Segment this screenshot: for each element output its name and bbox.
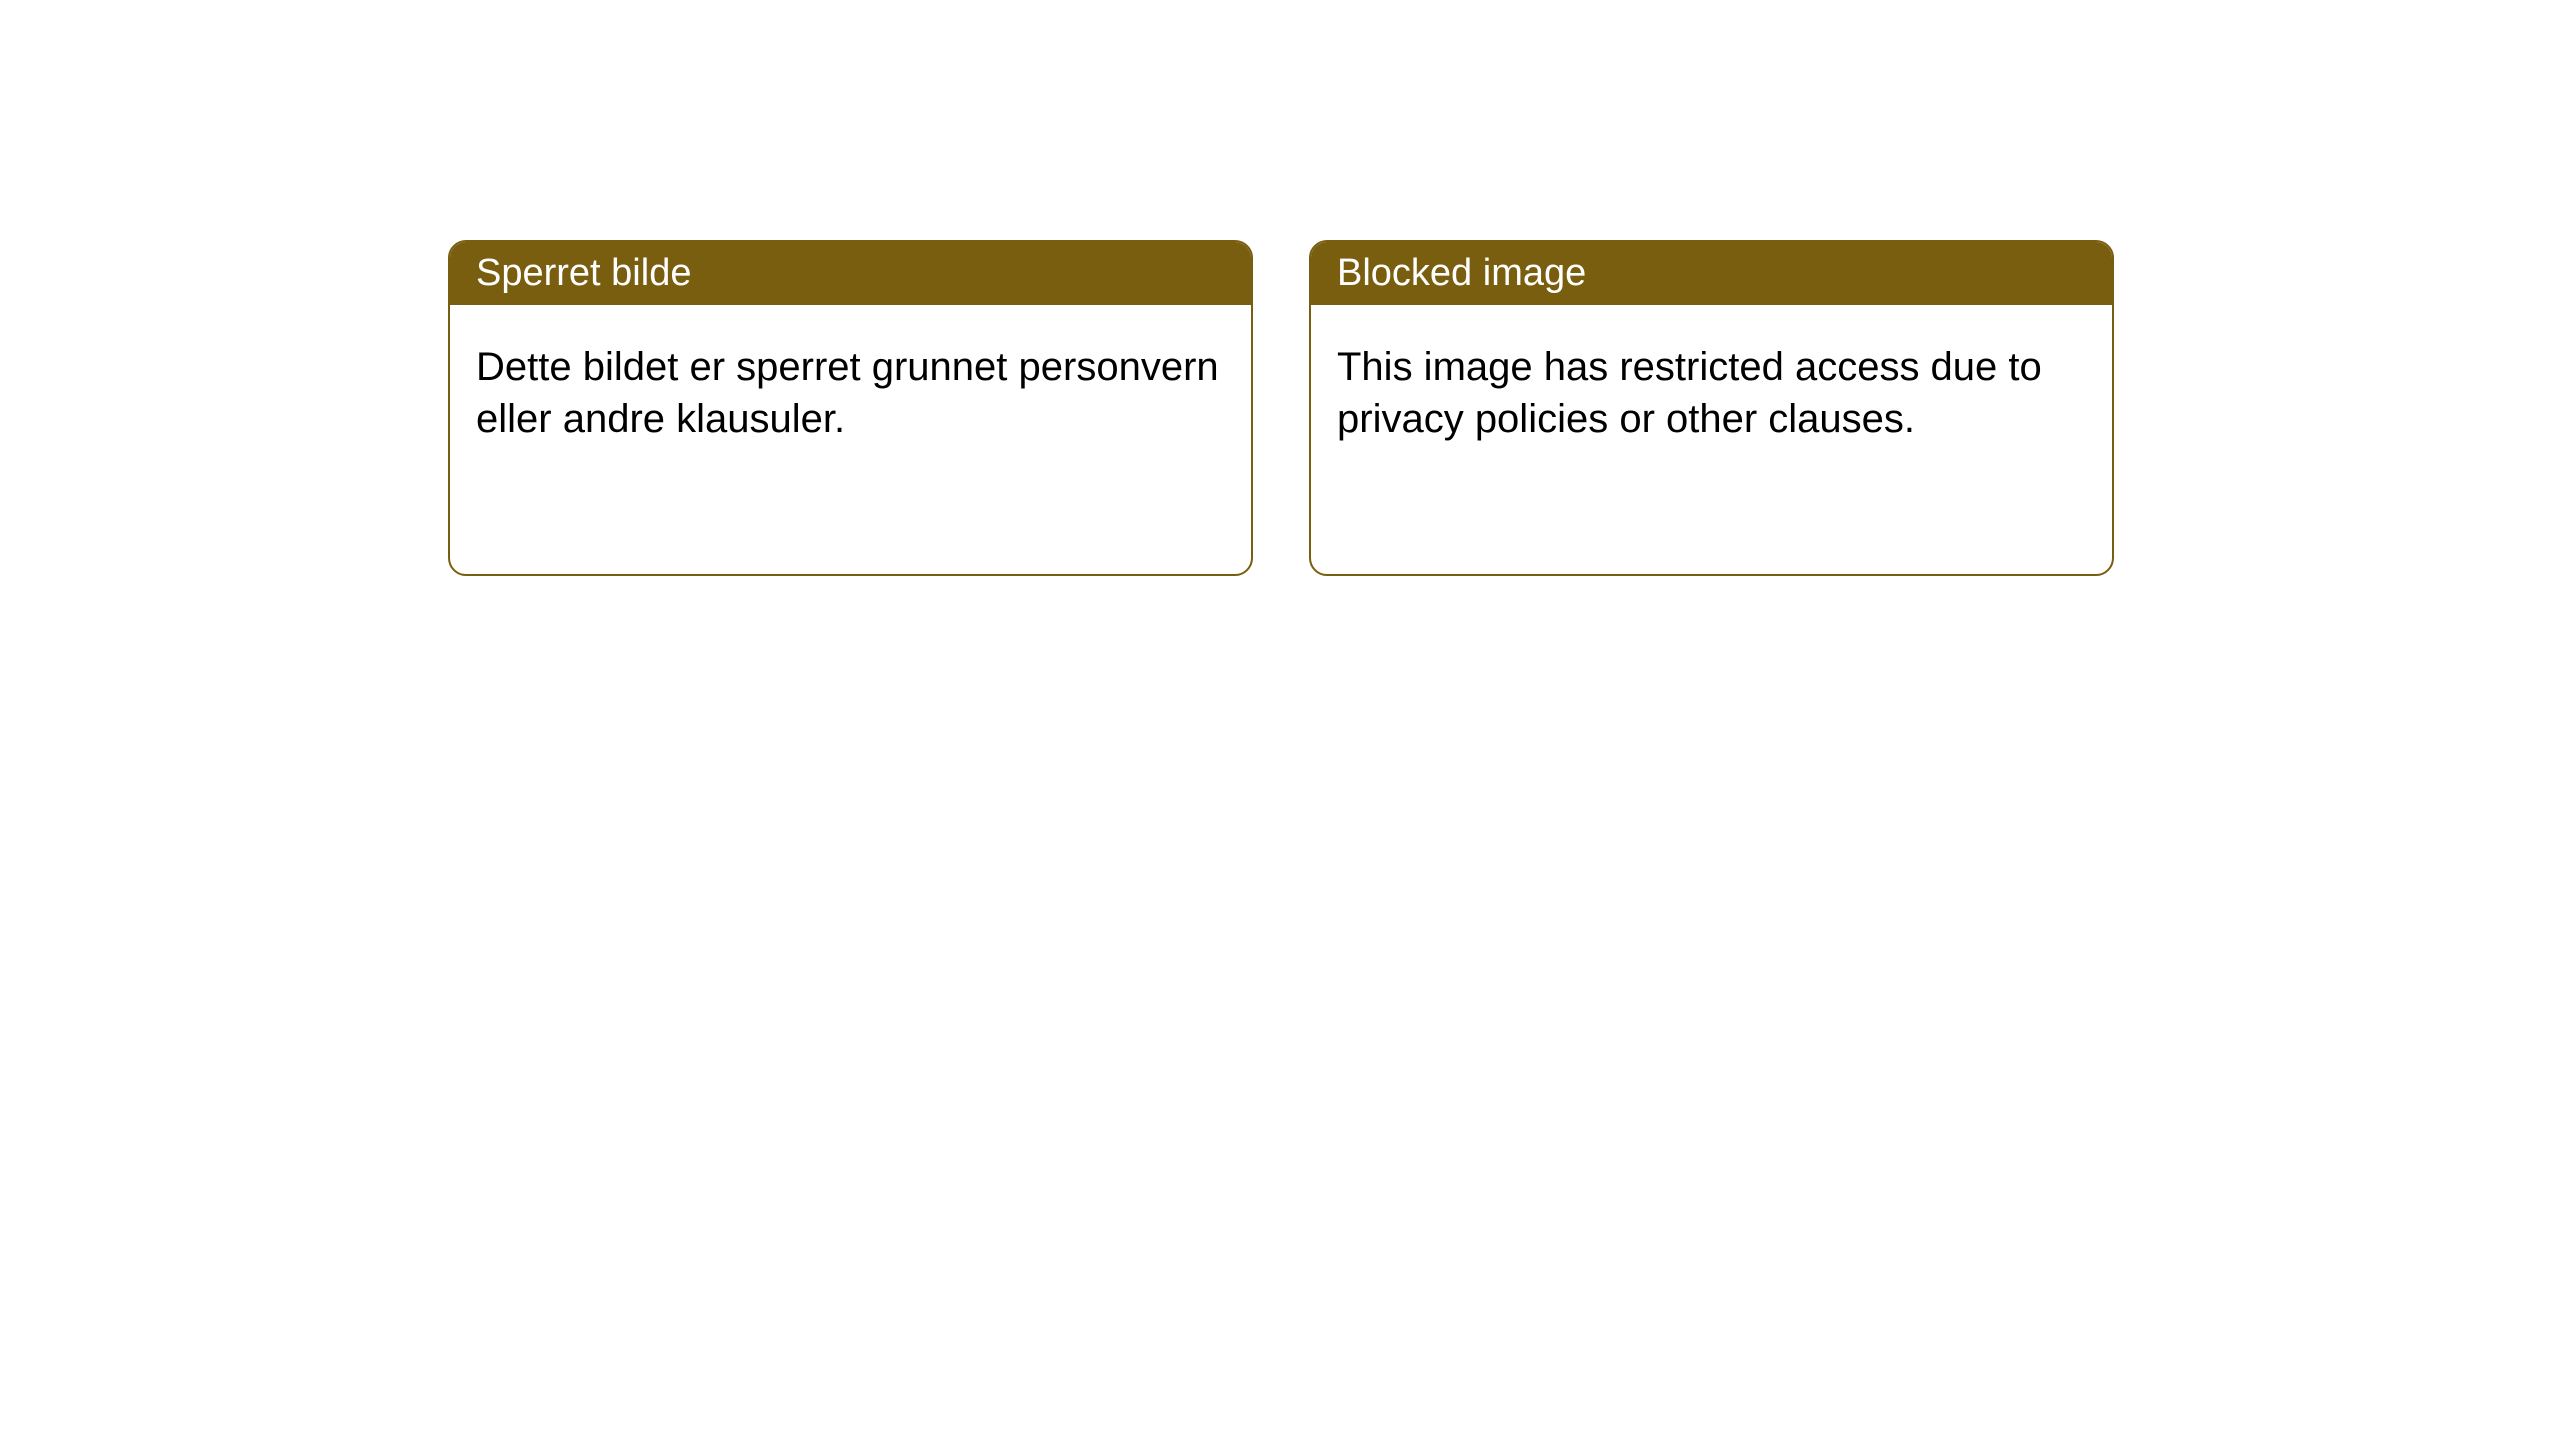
card-title: Blocked image — [1337, 252, 1586, 294]
card-body-english: This image has restricted access due to … — [1311, 305, 2112, 481]
notice-card-norwegian: Sperret bilde Dette bildet er sperret gr… — [448, 240, 1253, 576]
notice-card-english: Blocked image This image has restricted … — [1309, 240, 2114, 576]
card-header-norwegian: Sperret bilde — [450, 242, 1251, 305]
card-title: Sperret bilde — [476, 252, 691, 294]
card-body-text: Dette bildet er sperret grunnet personve… — [476, 345, 1219, 441]
card-header-english: Blocked image — [1311, 242, 2112, 305]
card-body-text: This image has restricted access due to … — [1337, 345, 2042, 441]
notice-container: Sperret bilde Dette bildet er sperret gr… — [0, 0, 2560, 576]
card-body-norwegian: Dette bildet er sperret grunnet personve… — [450, 305, 1251, 481]
